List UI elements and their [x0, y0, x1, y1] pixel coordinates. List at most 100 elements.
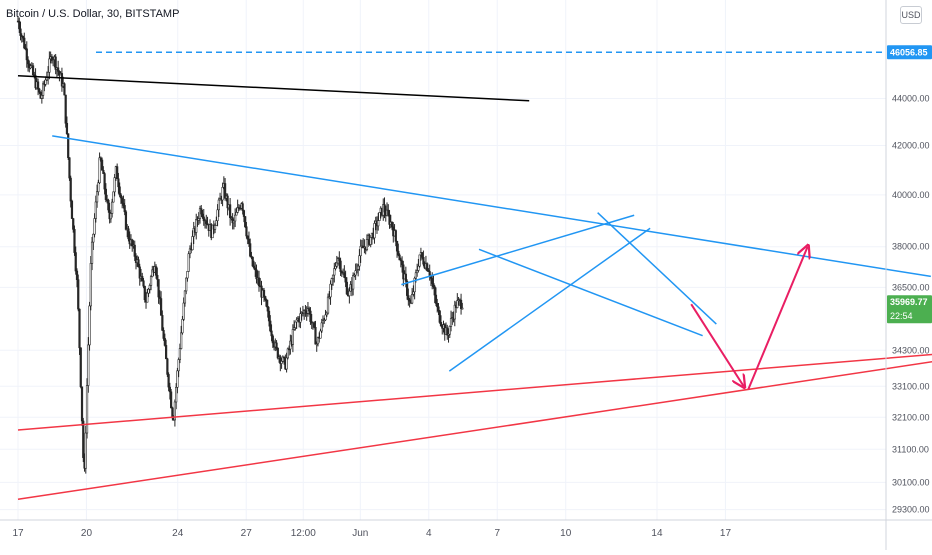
- candle-body: [162, 330, 165, 339]
- candle-body: [141, 276, 144, 282]
- candle-body: [171, 407, 174, 419]
- candle-body: [313, 322, 316, 328]
- candle-body: [93, 218, 96, 235]
- trendline: [478, 248, 703, 337]
- candle-body: [244, 216, 247, 228]
- candle-body: [319, 330, 322, 339]
- currency-button[interactable]: USD: [900, 6, 922, 24]
- candle-body: [84, 432, 87, 469]
- candle-body: [118, 186, 121, 196]
- candle-body: [398, 254, 401, 261]
- candle-body: [257, 277, 261, 287]
- candle-body: [89, 263, 92, 307]
- candle-body: [421, 252, 424, 258]
- candle-body: [226, 195, 229, 209]
- price-tick-label: 31100.00: [892, 444, 929, 454]
- candle-body: [215, 220, 218, 226]
- trendline: [52, 135, 931, 278]
- candle-body: [161, 315, 164, 331]
- time-axis[interactable]: 17 20 24 27 12:00 Jun 4 7 10 14 17: [0, 519, 932, 539]
- candle-body: [394, 230, 397, 242]
- candle-body: [334, 265, 337, 269]
- candle-body: [31, 65, 35, 76]
- candle-body: [202, 216, 205, 222]
- candle-body: [18, 20, 21, 30]
- candle-body: [242, 210, 246, 217]
- candle-body: [67, 133, 70, 158]
- candle-body: [378, 212, 381, 221]
- candle-body: [100, 159, 104, 171]
- candle-body: [133, 244, 136, 257]
- candle-body: [77, 279, 80, 310]
- candle-body: [433, 286, 436, 296]
- candle-body: [330, 278, 333, 285]
- candle-body: [124, 211, 128, 230]
- trendline: [17, 74, 530, 102]
- time-tick-label: 14: [651, 528, 663, 539]
- candle-body: [63, 83, 66, 96]
- candle-body: [413, 277, 416, 293]
- candle-body: [25, 48, 28, 61]
- candle-body: [156, 274, 159, 280]
- candle-body: [383, 204, 386, 213]
- price-tick-label: 32100.00: [892, 412, 930, 422]
- candle-body: [235, 212, 238, 216]
- candle-body: [309, 310, 312, 322]
- candle-body: [448, 325, 451, 335]
- price-tick-label: 38000.00: [892, 242, 930, 252]
- candle-body: [329, 283, 332, 298]
- price-tick-label: 42000.00: [892, 140, 930, 150]
- candle-body: [249, 243, 252, 257]
- candle-body: [78, 308, 81, 349]
- candle-body: [186, 271, 189, 279]
- trendline: [17, 361, 932, 501]
- candle-body: [102, 169, 105, 174]
- projection-arrow: [690, 303, 743, 386]
- candle-body: [407, 295, 410, 301]
- projection-arrow: [747, 247, 807, 390]
- candle-body: [416, 270, 419, 274]
- candle-body: [137, 259, 140, 268]
- candle-body: [359, 245, 362, 257]
- candle-body: [414, 272, 417, 279]
- candle-body: [461, 307, 464, 310]
- candle-body: [65, 122, 69, 134]
- price-tick-label: 33100.00: [892, 381, 930, 391]
- candle-body: [104, 188, 107, 200]
- candle-body: [195, 219, 198, 233]
- candle-body: [217, 199, 220, 211]
- candle-body: [26, 59, 30, 65]
- candle-body: [267, 310, 271, 322]
- candle-body: [338, 258, 341, 262]
- candle-body: [397, 250, 400, 256]
- candlestick-series: [16, 16, 464, 474]
- candle-body: [331, 274, 335, 279]
- last-price-tag-bg: [887, 295, 932, 324]
- candle-body: [121, 197, 124, 204]
- candle-body: [64, 94, 67, 124]
- candle-body: [185, 277, 188, 292]
- candle-body: [163, 338, 166, 346]
- candle-body: [348, 290, 351, 297]
- candle-body: [201, 213, 204, 218]
- candle-body: [216, 209, 219, 221]
- candle-body: [146, 292, 149, 303]
- candle-body: [352, 275, 355, 290]
- candle-body: [251, 256, 254, 267]
- candle-body: [343, 272, 346, 278]
- candle-body: [357, 265, 360, 270]
- trendline: [597, 212, 717, 325]
- candle-body: [95, 191, 99, 203]
- candle-body: [48, 58, 51, 73]
- candle-body: [45, 77, 48, 81]
- candle-body: [431, 278, 434, 284]
- price-axis[interactable]: 44000.00 42000.00 40000.00 38000.00 36500.00…: [885, 0, 932, 550]
- candle-body: [271, 335, 274, 344]
- candle-body: [123, 205, 126, 213]
- candle-body: [266, 306, 269, 312]
- price-tick-label: 29300.00: [892, 505, 930, 515]
- candle-body: [167, 374, 170, 388]
- candle-body: [345, 281, 348, 295]
